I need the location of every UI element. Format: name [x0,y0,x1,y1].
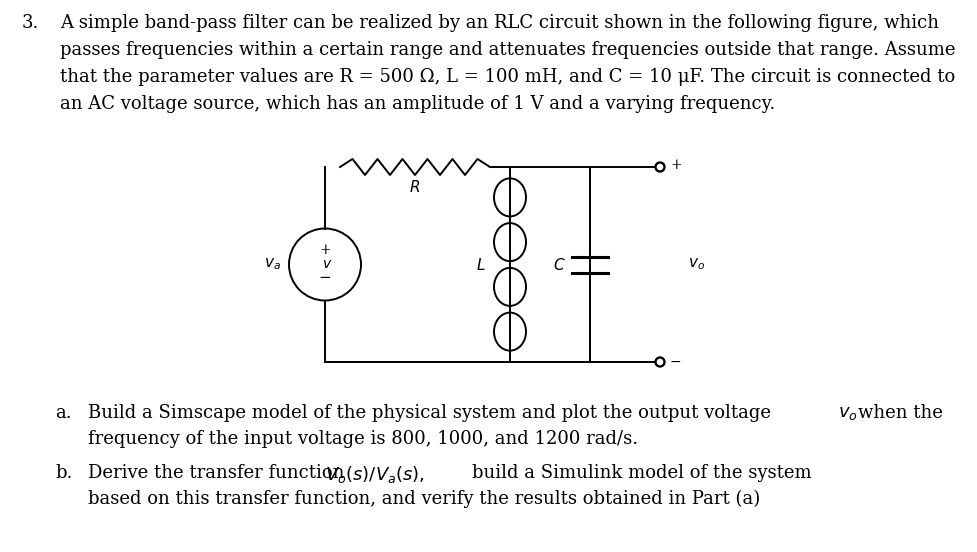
Text: $V_o(s)/V_a(s),$: $V_o(s)/V_a(s),$ [324,464,425,485]
Text: −: − [319,272,331,285]
Text: based on this transfer function, and verify the results obtained in Part (a): based on this transfer function, and ver… [88,490,759,508]
Circle shape [655,358,663,367]
Text: Derive the transfer function: Derive the transfer function [88,464,344,482]
Text: $v_a$: $v_a$ [264,257,280,272]
Text: $L$: $L$ [476,257,486,273]
Text: +: + [319,243,330,257]
Text: an AC voltage source, which has an amplitude of 1 V and a varying frequency.: an AC voltage source, which has an ampli… [60,95,775,113]
Text: that the parameter values are R = 500 Ω, L = 100 mH, and C = 10 μF. The circuit : that the parameter values are R = 500 Ω,… [60,68,955,86]
Text: passes frequencies within a certain range and attenuates frequencies outside tha: passes frequencies within a certain rang… [60,41,955,59]
Text: $R$: $R$ [409,179,420,195]
Text: b.: b. [55,464,72,482]
Text: −: − [669,355,681,369]
Text: when the: when the [857,404,942,422]
Text: $v_o$: $v_o$ [687,257,704,272]
Text: a.: a. [55,404,71,422]
Text: +: + [669,158,681,172]
Text: frequency of the input voltage is 800, 1000, and 1200 rad/s.: frequency of the input voltage is 800, 1… [88,430,637,448]
Text: Build a Simscape model of the physical system and plot the output voltage: Build a Simscape model of the physical s… [88,404,770,422]
Text: A simple band-pass filter can be realized by an RLC circuit shown in the followi: A simple band-pass filter can be realize… [60,14,938,32]
Text: $v_o$: $v_o$ [837,404,857,422]
Text: $C$: $C$ [553,257,566,273]
Text: build a Simulink model of the system: build a Simulink model of the system [472,464,811,482]
Text: $v$: $v$ [321,257,332,272]
Text: 3.: 3. [21,14,39,32]
Circle shape [655,162,663,172]
